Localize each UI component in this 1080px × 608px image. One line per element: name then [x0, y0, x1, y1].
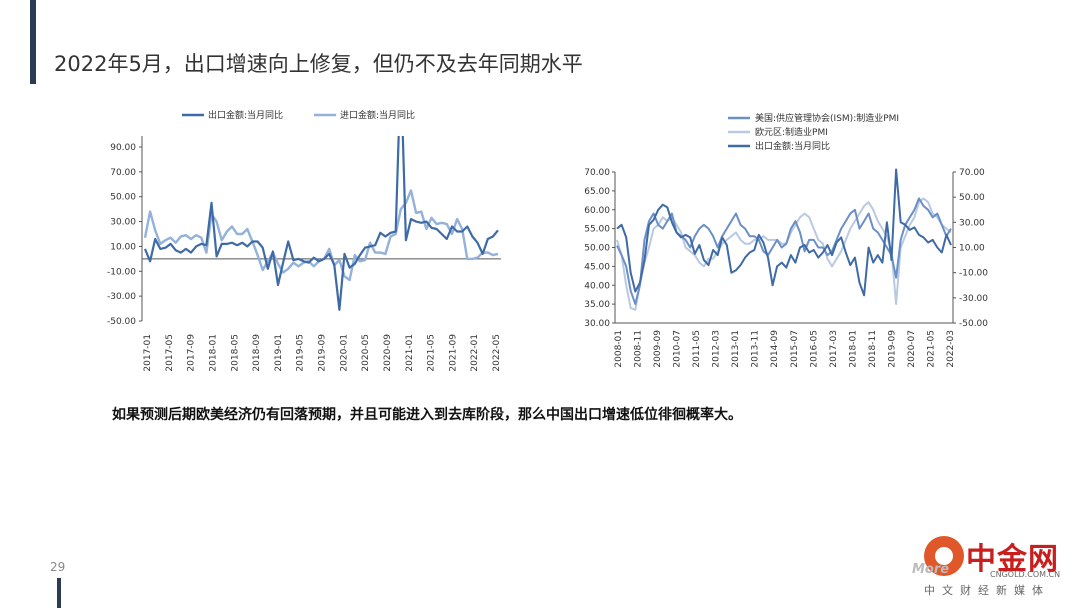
x-tick-label: 2021-01 [405, 334, 415, 372]
x-tick-label: 2018-01 [848, 330, 858, 368]
left-tick-label: 40.00 [584, 281, 610, 291]
left-tick-label: 35.00 [584, 300, 610, 310]
y-tick-label: 10.00 [110, 242, 136, 252]
left-tick-label: 55.00 [584, 225, 610, 235]
y-tick-label: 50.00 [110, 193, 136, 203]
y-tick-label: 70.00 [110, 168, 136, 178]
right-tick-label: 10.00 [959, 244, 985, 254]
cngold-logo: More 中金网 CNGOLD.COM.CN 中文财经新媒体 [912, 534, 1072, 600]
legend-label: 进口金额:当月同比 [340, 109, 415, 121]
series-line [143, 136, 499, 311]
x-tick-label: 2016-05 [809, 330, 819, 368]
page-title: 2022年5月，出口增速向上修复，但仍不及去年同期水平 [54, 52, 583, 76]
left-tick-label: 70.00 [584, 168, 610, 178]
chart-pmi-export: 70.00 65.00 60.00 55.00 50.00 45.00 40.00 35.00… [584, 112, 988, 368]
series-line [616, 197, 952, 306]
logo-subtitle: 中文财经新媒体 [924, 584, 1050, 597]
x-tick-label: 2018-09 [252, 334, 262, 372]
x-tick-label: 2008-11 [634, 330, 644, 368]
plot-area [143, 136, 499, 311]
x-tick-label: 2020-09 [383, 334, 393, 372]
legend-label: 欧元区:制造业PMI [755, 126, 828, 138]
x-tick-label: 2021-09 [448, 334, 458, 372]
x-tick-label: 2018-11 [868, 330, 878, 368]
x-tick-label: 2011-05 [692, 330, 702, 368]
legend-label: 出口金额:当月同比 [208, 109, 283, 121]
x-tick-label: 2022-05 [492, 334, 502, 372]
x-tick-label: 2018-05 [230, 334, 240, 372]
y-tick-label: 90.00 [110, 143, 136, 153]
page-number: 29 [50, 560, 66, 574]
logo-main-text: 中金网 [966, 542, 1059, 577]
x-tick-label: 2020-07 [907, 330, 917, 368]
x-tick-label: 2022-01 [470, 334, 480, 372]
x-tick-label: 2019-01 [274, 334, 284, 372]
left-tick-label: 50.00 [584, 244, 610, 254]
accent-bar-bottom [57, 578, 61, 608]
logo-word: More [912, 562, 950, 577]
x-tick-label: 2020-01 [339, 334, 349, 372]
legend-label: 美国:供应管理协会(ISM):制造业PMI [755, 112, 899, 124]
x-tick-label: 2020-05 [361, 334, 371, 372]
series-line [143, 189, 499, 282]
x-tick-label: 2009-09 [653, 330, 663, 368]
legend-label: 出口金额:当月同比 [755, 140, 830, 152]
logo-url: CNGOLD.COM.CN [990, 570, 1061, 579]
x-tick-label: 2017-01 [143, 334, 153, 372]
x-tick-label: 2021-05 [926, 330, 936, 368]
plot-area [616, 168, 952, 311]
y-tick-label: -50.00 [107, 317, 136, 327]
left-tick-label: 30.00 [584, 319, 610, 329]
right-tick-label: -30.00 [959, 294, 988, 304]
right-tick-label: 70.00 [959, 168, 985, 178]
x-tick-label: 2019-09 [318, 334, 328, 372]
x-tick-label: 2021-05 [427, 334, 437, 372]
x-tick-label: 2017-03 [829, 330, 839, 368]
series-line [616, 168, 952, 297]
x-tick-label: 2010-07 [673, 330, 683, 368]
right-tick-label: 30.00 [959, 218, 985, 228]
x-tick-label: 2019-05 [296, 334, 306, 372]
x-tick-label: 2013-11 [751, 330, 761, 368]
body-text: 如果预测后期欧美经济仍有回落预期，并且可能进入到去库阶段，那么中国出口增速低位徘… [112, 407, 742, 423]
chart-export-import-yoy: 90.00 70.00 50.00 30.00 10.00 -10.00 -30.00 -50… [107, 109, 502, 372]
left-tick-label: 65.00 [584, 187, 610, 197]
right-tick-label: 50.00 [959, 193, 985, 203]
right-tick-label: -10.00 [959, 269, 988, 279]
x-tick-label: 2017-05 [165, 334, 175, 372]
x-tick-label: 2015-07 [790, 330, 800, 368]
y-tick-label: -10.00 [107, 267, 136, 277]
x-tick-label: 2013-01 [731, 330, 741, 368]
y-tick-label: -30.00 [107, 292, 136, 302]
x-tick-label: 2008-01 [614, 330, 624, 368]
x-tick-label: 2012-03 [712, 330, 722, 368]
x-tick-label: 2017-09 [187, 334, 197, 372]
x-tick-label: 2019-09 [887, 330, 897, 368]
left-tick-label: 45.00 [584, 262, 610, 272]
x-tick-label: 2018-01 [208, 334, 218, 372]
left-tick-label: 60.00 [584, 206, 610, 216]
right-tick-label: -50.00 [959, 319, 988, 329]
logo-circle-icon [924, 536, 964, 576]
y-tick-label: 30.00 [110, 218, 136, 228]
accent-bar-top [30, 0, 36, 84]
x-tick-label: 2014-09 [770, 330, 780, 368]
x-tick-label: 2022-03 [946, 330, 956, 368]
